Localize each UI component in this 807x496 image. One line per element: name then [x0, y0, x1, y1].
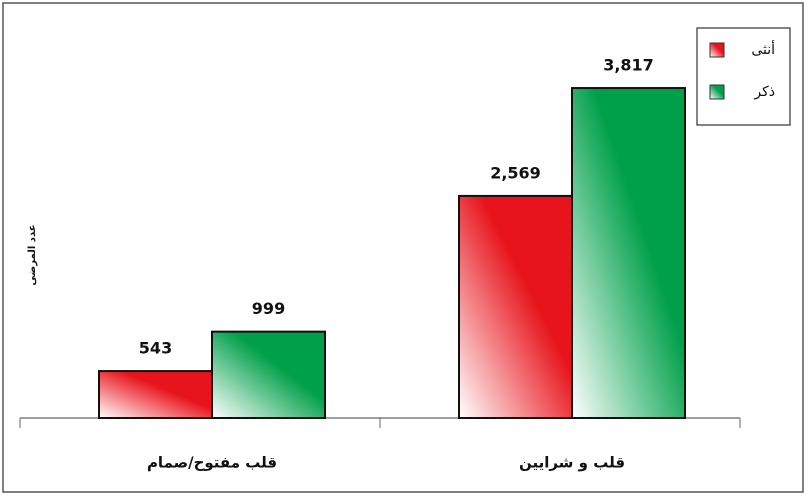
- y-axis-label: عدد المرضى: [27, 224, 38, 285]
- x-tick-label: قلب و شرايين: [519, 454, 625, 472]
- x-tick-label: قلب مفتوح/صمام: [147, 454, 277, 472]
- legend-swatch: [709, 84, 725, 100]
- data-label: 3,817: [603, 56, 654, 75]
- data-label: 543: [139, 339, 172, 358]
- data-label: 2,569: [490, 163, 541, 182]
- legend-label: ذكر: [753, 84, 775, 100]
- bar: [571, 87, 686, 419]
- data-label: 999: [252, 299, 285, 318]
- bar: [98, 370, 213, 420]
- legend-label: أنثى: [751, 40, 775, 58]
- bar: [458, 194, 573, 419]
- bar: [211, 330, 326, 419]
- legend-swatch: [709, 42, 725, 58]
